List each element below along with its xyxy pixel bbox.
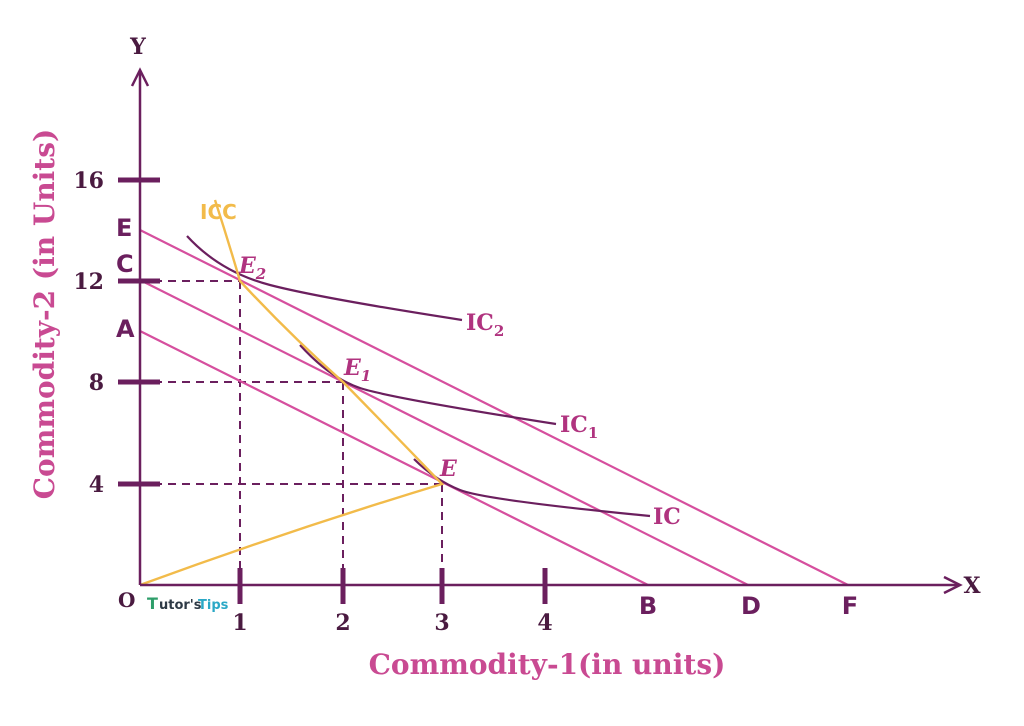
point-label-e2: E2	[238, 253, 266, 283]
icc-curve-group	[139, 199, 445, 587]
y-tick-label-12: 12	[73, 269, 104, 295]
icc-label: ICC	[200, 200, 237, 224]
axes	[130, 67, 963, 595]
logo-initial: T	[147, 594, 158, 613]
intercept-label-a: A	[116, 315, 135, 343]
budget-line-ab	[139, 330, 649, 586]
curve-label-ic: IC	[653, 504, 681, 530]
ic1-curve	[299, 344, 557, 426]
x-ticks	[237, 568, 548, 604]
y-tick-label-16: 16	[73, 168, 104, 194]
y-tick-label-8: 8	[89, 370, 104, 396]
x-tick-label-3: 3	[434, 610, 449, 636]
intercept-label-e: E	[116, 214, 132, 242]
ic2-curve	[186, 235, 463, 322]
intercept-label-f: F	[842, 592, 858, 620]
logo-text-part1: utor's	[159, 598, 202, 613]
point-label-e1: E1	[343, 355, 371, 385]
x-tick-label-2: 2	[335, 610, 350, 636]
budget-lines	[139, 229, 849, 586]
origin-label: O	[118, 588, 135, 612]
budget-line-cd	[139, 279, 749, 586]
curve-label-ic1: IC1	[560, 412, 598, 442]
intercept-label-d: D	[741, 592, 761, 620]
x-tick-label-1: 1	[232, 610, 247, 636]
y-axis-arrow	[130, 67, 150, 87]
x-axis-arrow	[943, 575, 963, 595]
x-tick-label-4: 4	[537, 610, 552, 636]
y-axis-title: Commodity-2 (in Units)	[28, 129, 61, 500]
point-label-e: E	[439, 456, 458, 482]
y-axis-name: Y	[129, 34, 146, 60]
y-ticks	[118, 177, 160, 487]
icc-curve	[139, 199, 445, 587]
x-axis-name: X	[963, 573, 981, 599]
intercept-label-c: C	[116, 250, 134, 278]
guide-lines	[140, 280, 443, 585]
budget-line-ef	[139, 229, 849, 586]
intercept-label-b: B	[639, 592, 657, 620]
curve-label-ic2: IC2	[466, 310, 504, 340]
logo-text-part2: Tips	[198, 598, 229, 613]
y-tick-label-4: 4	[89, 472, 104, 498]
x-axis-title: Commodity-1(in units)	[369, 648, 726, 681]
tutors-tips-logo: T utor's Tips	[147, 594, 229, 613]
